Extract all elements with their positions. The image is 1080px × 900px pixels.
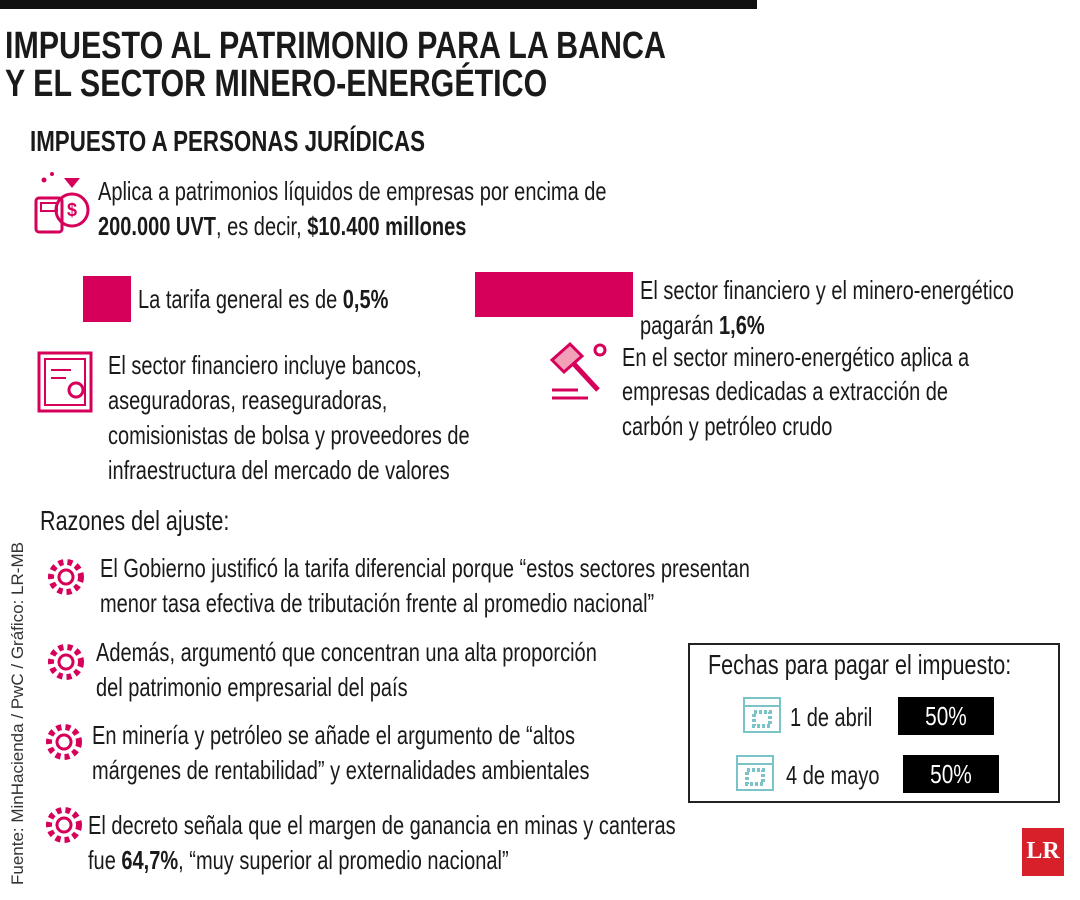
payment-share: 50% — [903, 755, 999, 793]
rate-text: El sector financiero y el minero-energét… — [640, 275, 1014, 305]
text: , “muy superior al promedio nacional” — [178, 845, 509, 875]
reason-text: En minería y petróleo se añade el argume… — [92, 720, 575, 750]
subtitle: IMPUESTO A PERSONAS JURÍDICAS — [30, 126, 425, 158]
logo: LR — [1022, 828, 1064, 876]
intro-text: Aplica a patrimonios líquidos de empresa… — [98, 176, 607, 206]
text: fue — [88, 845, 122, 875]
document-icon — [37, 351, 93, 413]
svg-text:$: $ — [67, 200, 77, 220]
text: , es decir, — [215, 211, 308, 241]
text: La tarifa general es de — [138, 284, 343, 314]
sector-text: empresas dedicadas a extracción de — [622, 376, 949, 406]
rate-text: pagarán 1,6% — [640, 310, 765, 340]
share-text: 50% — [930, 759, 972, 789]
highlight: 0,5% — [342, 284, 389, 314]
sector-text: infraestructura del mercado de valores — [108, 455, 450, 485]
sector-text: En el sector minero-energético aplica a — [622, 342, 970, 372]
rate-bar — [83, 276, 131, 322]
payment-share: 50% — [898, 697, 994, 735]
reason-text: menor tasa efectiva de tributación frent… — [100, 588, 655, 618]
sector-text: aseguradoras, reaseguradoras, — [108, 385, 388, 415]
highlight: 200.000 UVT — [98, 211, 216, 241]
reason-text: márgenes de rentabilidad” y externalidad… — [92, 755, 590, 785]
highlight: 1,6% — [719, 310, 765, 340]
sector-text: carbón y petróleo crudo — [622, 411, 833, 441]
gear-icon — [48, 559, 84, 595]
text: pagarán — [640, 310, 720, 340]
title: IMPUESTO AL PATRIMONIO PARA LA BANCA — [5, 25, 666, 67]
rate-bar — [475, 272, 633, 317]
payment-box — [688, 643, 1060, 803]
calendar-icon — [743, 697, 781, 733]
payment-title: Fechas para pagar el impuesto: — [708, 649, 1012, 680]
reason-text: fue 64,7%, “muy superior al promedio nac… — [88, 845, 509, 875]
source: Fuente: MinHacienda / PwC / Gráfico: LR-… — [8, 542, 27, 885]
payment-date: 1 de abril — [790, 702, 873, 732]
intro-text: 200.000 UVT, es decir, $10.400 millones — [98, 211, 466, 241]
reason-text: Además, argumentó que concentran una alt… — [96, 637, 597, 667]
payment-date: 4 de mayo — [786, 760, 880, 790]
gear-icon — [48, 644, 84, 680]
share-text: 50% — [925, 701, 967, 731]
highlight: $10.400 millones — [307, 211, 467, 241]
rate-text: La tarifa general es de 0,5% — [138, 284, 388, 314]
money-icon: $ — [34, 172, 90, 234]
gear-icon — [46, 724, 82, 760]
gear-icon — [46, 807, 82, 843]
sector-text: El sector financiero incluye bancos, — [108, 350, 422, 380]
hammer-icon — [549, 341, 607, 400]
calendar-icon — [736, 755, 774, 791]
reason-text: El Gobierno justificó la tarifa diferenc… — [100, 553, 750, 583]
reason-text: del patrimonio empresarial del país — [96, 672, 408, 702]
highlight: 64,7% — [121, 845, 179, 875]
reasons-title: Razones del ajuste: — [40, 505, 230, 536]
sector-text: comisionistas de bolsa y proveedores de — [108, 420, 470, 450]
reason-text: El decreto señala que el margen de ganan… — [88, 810, 676, 840]
title: Y EL SECTOR MINERO-ENERGÉTICO — [5, 63, 548, 105]
top-bar — [0, 0, 757, 9]
